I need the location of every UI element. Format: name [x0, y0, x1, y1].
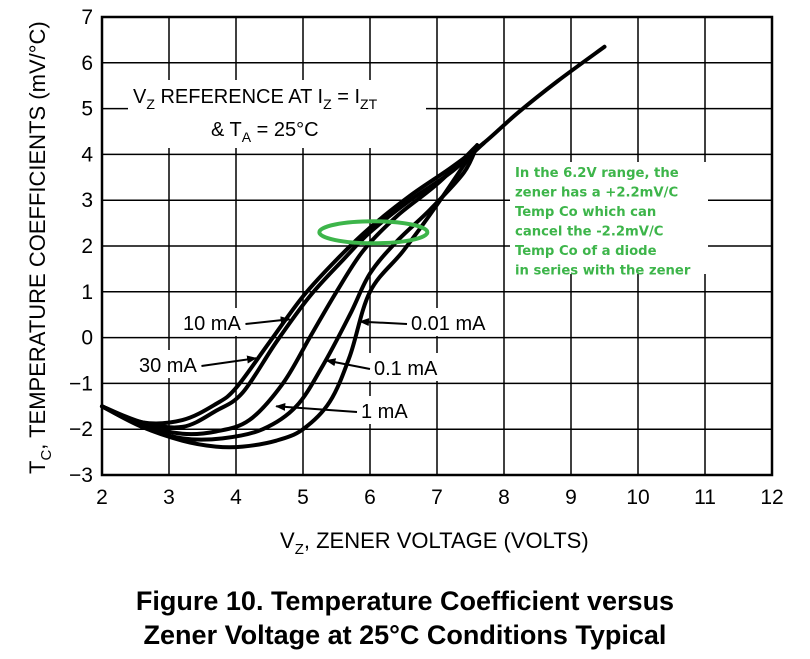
label-arrows: [201, 316, 408, 413]
y-tick-label: 5: [81, 98, 93, 121]
y-axis-label: TC, TEMPERATURE COEFFICIENTS (mV/°C): [25, 21, 55, 474]
arrow-0-01-ma: [358, 318, 408, 327]
label-bg-01ma: [369, 353, 445, 381]
figure-caption-line-1: Figure 10. Temperature Coefficient versu…: [135, 586, 675, 616]
y-tick-label: 6: [81, 52, 93, 75]
y-tick-label: 0: [81, 327, 93, 350]
x-tick-label: 5: [297, 486, 309, 509]
y-tick-label: 3: [81, 189, 93, 212]
label-10ma: 10 mA: [183, 313, 241, 335]
series-labels: 10 mA 30 mA 0.01 mA 0.1 mA 1 mA: [134, 308, 496, 424]
highlight-note: In the 6.2V range, the zener has a +2.2m…: [515, 166, 691, 279]
y-tick-label: 1: [81, 281, 93, 304]
arrow-1-ma: [275, 402, 358, 413]
y-tick-label: 4: [81, 143, 93, 166]
arrow-30-ma: [201, 355, 258, 367]
x-tick-label: 7: [431, 486, 443, 509]
label-bg-001ma: [406, 308, 496, 336]
series-line-30-ma: [100, 44, 607, 426]
x-tick-label: 11: [694, 486, 716, 509]
x-tick-label: 3: [163, 486, 175, 509]
series-line-1-ma: [100, 143, 480, 450]
y-tick-label: 2: [81, 235, 93, 258]
arrow-0-1-ma: [325, 358, 371, 370]
series-line-0-01-ma: [100, 143, 480, 442]
x-tick-label: 4: [230, 486, 242, 509]
series-line-10-ma: [100, 140, 486, 430]
arrow-10-ma: [245, 316, 291, 325]
reference-box-bg: [128, 80, 426, 148]
series-line-0-1-ma: [100, 143, 480, 437]
x-tick-label: 10: [626, 486, 649, 509]
label-1ma: 1 mA: [361, 401, 408, 423]
curves: [100, 44, 607, 450]
x-tick-label: 8: [498, 486, 510, 509]
label-bg-30ma: [134, 350, 208, 378]
x-tick-label: 12: [760, 486, 783, 509]
reference-line-2: & TA = 25°C: [211, 119, 319, 145]
x-tick-label: 2: [96, 486, 108, 509]
reference-line-1: VZ REFERENCE AT IZ = IZT: [133, 86, 378, 112]
y-tick-label: −2: [69, 418, 93, 441]
label-bg-1ma: [356, 396, 418, 424]
label-30ma: 30 mA: [139, 355, 197, 377]
figure-caption-line-2: Zener Voltage at 25°C Conditions Typical: [143, 620, 667, 650]
y-tick-label: −1: [69, 372, 93, 395]
y-tick-label: −3: [69, 464, 93, 487]
x-tick-label: 6: [364, 486, 376, 509]
x-axis-label: VZ, ZENER VOLTAGE (VOLTS): [280, 528, 589, 558]
label-0-1ma: 0.1 mA: [374, 358, 438, 380]
label-bg-10ma: [178, 308, 254, 336]
label-0-01ma: 0.01 mA: [411, 313, 486, 335]
note-box-bg: [510, 162, 708, 274]
y-tick-label: 7: [81, 6, 93, 29]
highlight-ellipse: [317, 219, 430, 246]
x-tick-label: 9: [565, 486, 577, 509]
